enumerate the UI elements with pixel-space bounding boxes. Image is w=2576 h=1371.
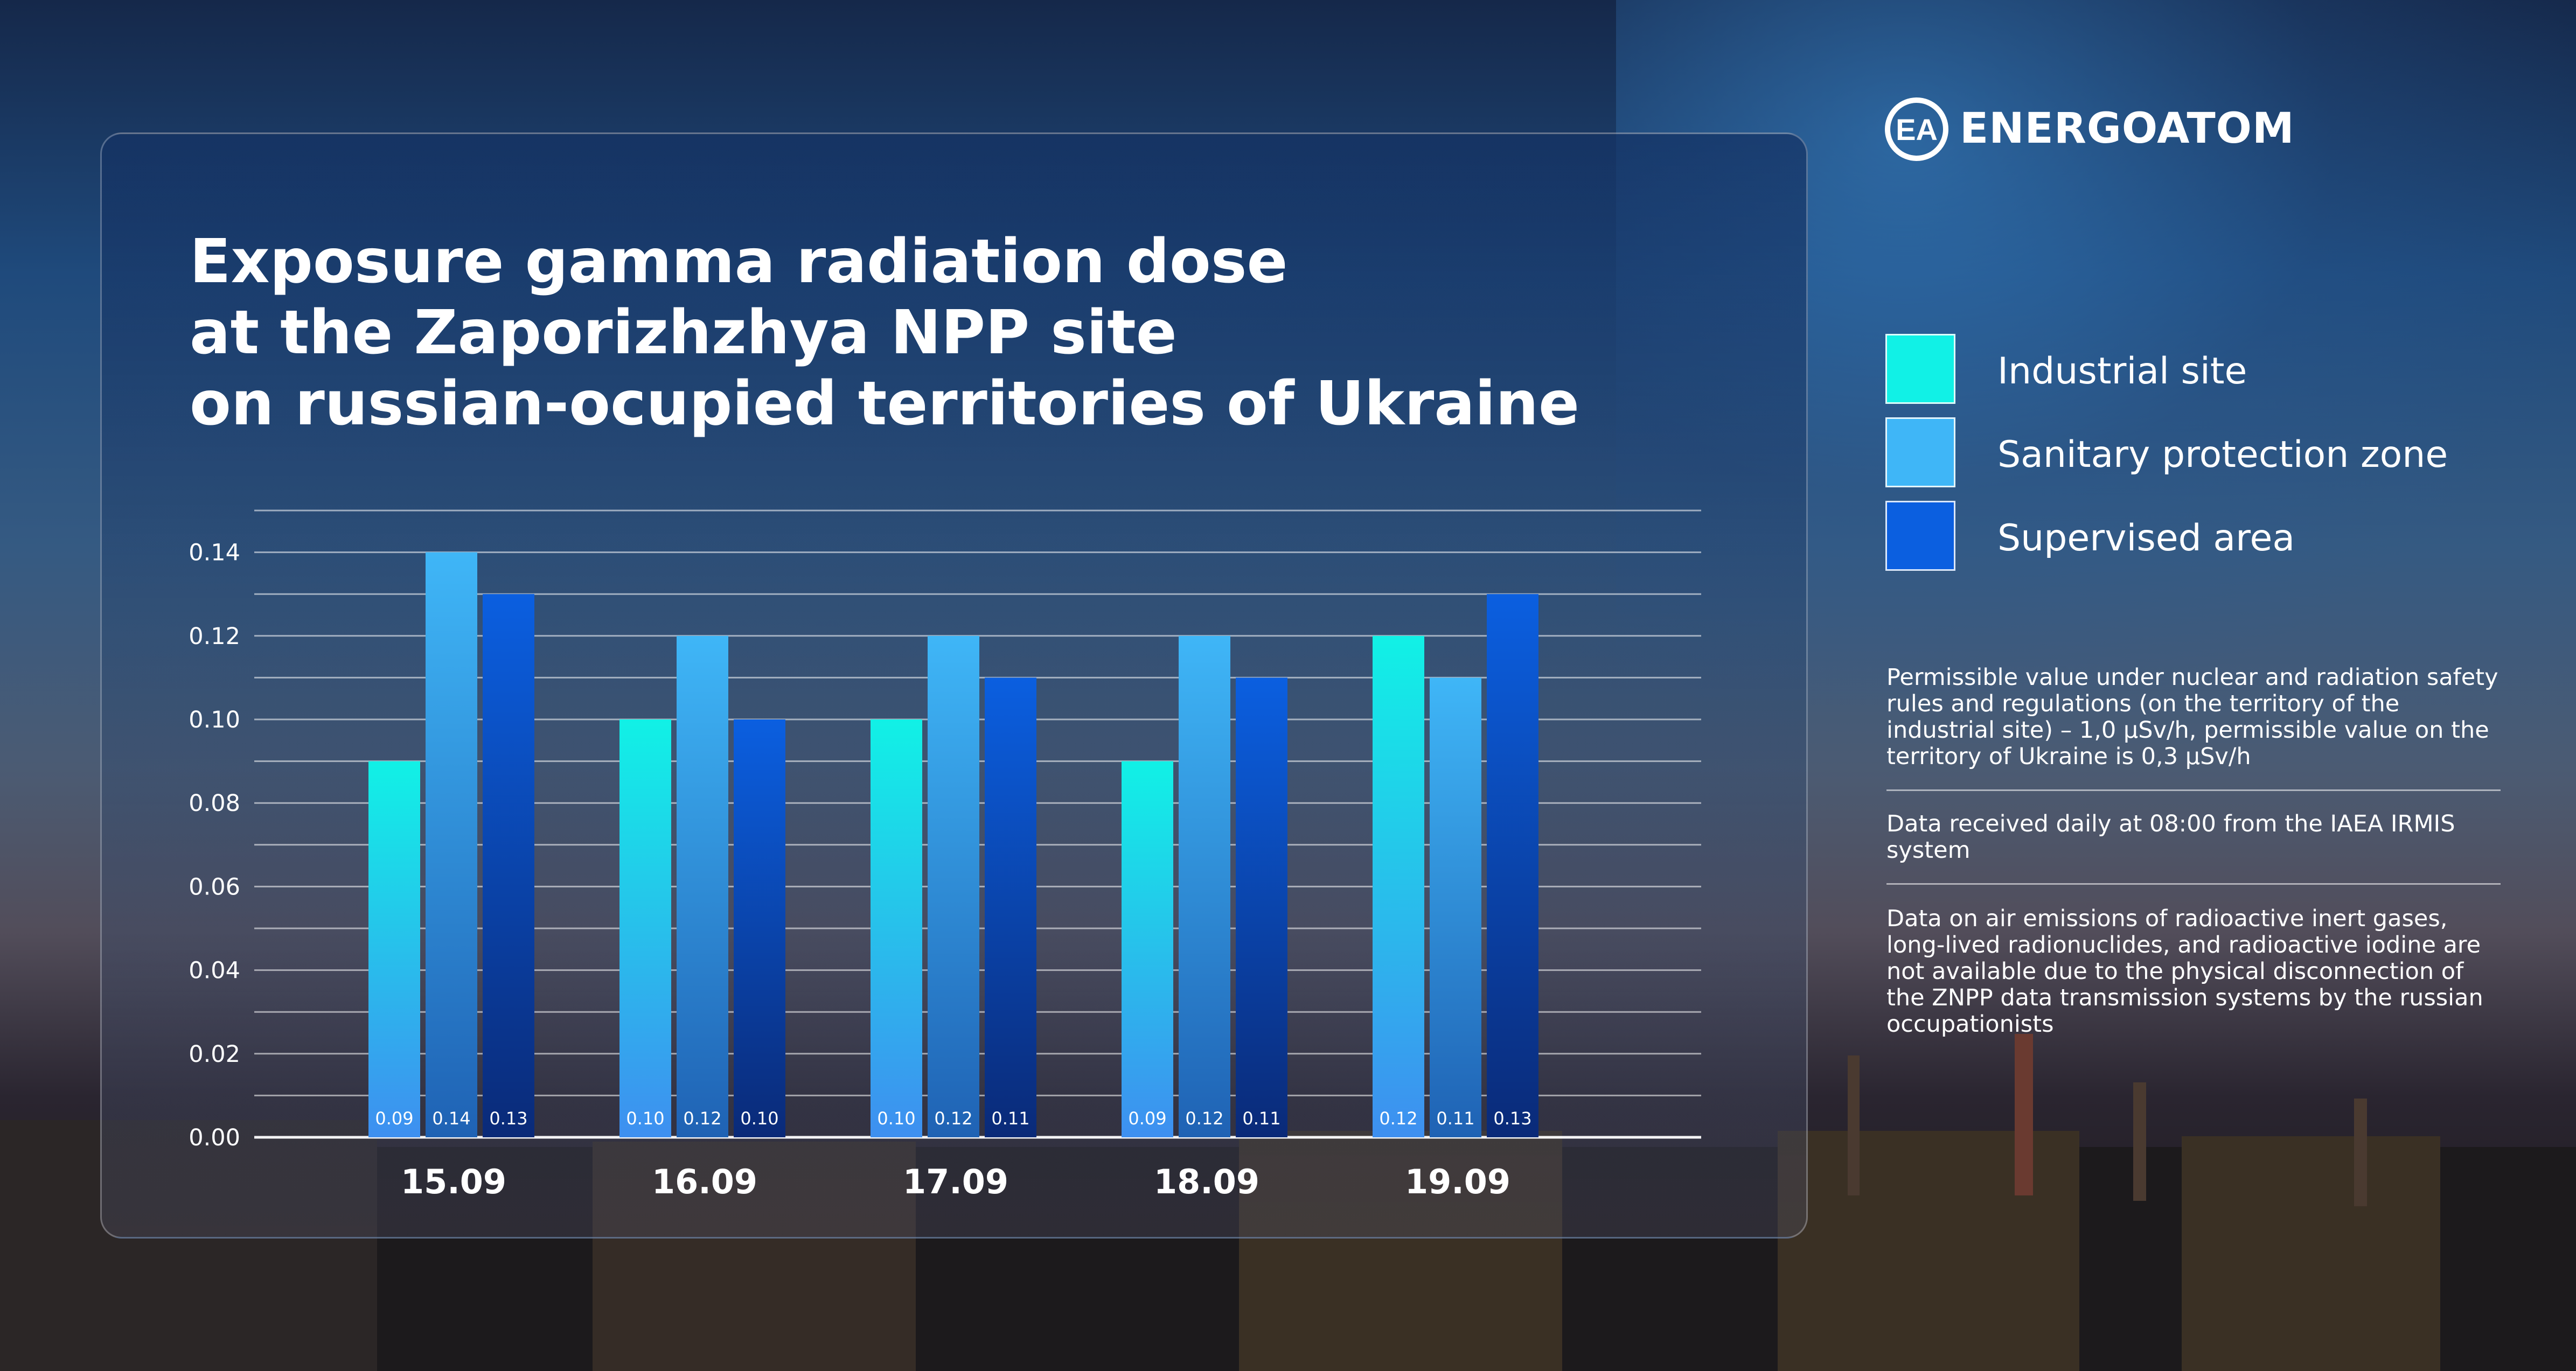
legend-label-supervised-area: Supervised area xyxy=(1997,517,2295,559)
bar xyxy=(677,635,728,1137)
y-tick-label: 0.08 xyxy=(189,790,240,817)
legend-item-supervised-area: Supervised area xyxy=(1885,501,2478,571)
bar xyxy=(619,719,671,1137)
bar-value-label: 0.11 xyxy=(1436,1108,1474,1129)
legend-swatch-supervised-area xyxy=(1885,501,1955,571)
note-emissions-unavailable: Data on air emissions of radioactive ine… xyxy=(1886,905,2483,1038)
bar xyxy=(871,719,922,1137)
energoatom-logo: EA ENERGOATOM xyxy=(1884,97,2326,167)
bar-value-label: 0.11 xyxy=(991,1108,1029,1129)
bar-value-label: 0.13 xyxy=(489,1108,527,1129)
y-tick-label: 0.02 xyxy=(189,1041,240,1068)
chart-title: Exposure gamma radiation dose at the Zap… xyxy=(190,226,1644,439)
bar xyxy=(1179,635,1230,1137)
logo-mark: EA xyxy=(1896,113,1938,146)
bar-value-label: 0.12 xyxy=(683,1108,721,1129)
bar xyxy=(928,635,979,1137)
x-tick-label: 17.09 xyxy=(903,1162,1008,1201)
bar xyxy=(1487,594,1538,1137)
x-tick-label: 16.09 xyxy=(652,1162,757,1201)
bar-value-label: 0.12 xyxy=(1379,1108,1417,1129)
bar xyxy=(483,594,534,1137)
note-data-source: Data received daily at 08:00 from the IA… xyxy=(1886,810,2455,864)
legend-swatch-sanitary-protection-zone xyxy=(1885,417,1955,487)
bar-value-label: 0.09 xyxy=(375,1108,413,1129)
bar-value-label: 0.13 xyxy=(1493,1108,1531,1129)
bar-value-label: 0.10 xyxy=(740,1108,778,1129)
y-tick-label: 0.06 xyxy=(189,873,240,900)
bar-value-label: 0.11 xyxy=(1242,1108,1280,1129)
bar-value-label: 0.10 xyxy=(626,1108,664,1129)
legend-item-sanitary-protection-zone: Sanitary protection zone xyxy=(1885,417,2478,487)
legend-label-sanitary-protection-zone: Sanitary protection zone xyxy=(1997,433,2448,476)
bar xyxy=(734,719,785,1137)
bar xyxy=(1373,635,1424,1137)
note-divider xyxy=(1886,789,2501,791)
bar-value-label: 0.09 xyxy=(1128,1108,1166,1129)
chart-title-line-3: on russian-ocupied territories of Ukrain… xyxy=(190,369,1579,439)
x-tick-label: 19.09 xyxy=(1405,1162,1510,1201)
y-tick-label: 0.04 xyxy=(189,957,240,984)
note-permissible-value: Permissible value under nuclear and radi… xyxy=(1886,664,2498,770)
legend-item-industrial-site: Industrial site xyxy=(1885,334,2478,404)
bar-value-label: 0.12 xyxy=(934,1108,972,1129)
bar-value-label: 0.14 xyxy=(432,1108,470,1129)
energoatom-logo-icon: EA xyxy=(1885,97,1948,161)
bar xyxy=(1236,677,1287,1137)
bar-value-label: 0.10 xyxy=(877,1108,915,1129)
bar xyxy=(426,552,477,1137)
x-tick-label: 18.09 xyxy=(1154,1162,1259,1201)
y-tick-label: 0.00 xyxy=(189,1124,240,1151)
y-tick-label: 0.14 xyxy=(189,540,240,566)
bar xyxy=(985,677,1036,1137)
bar xyxy=(1430,677,1481,1137)
note-divider xyxy=(1886,883,2501,885)
chart-title-line-2: at the Zaporizhzhya NPP site xyxy=(190,298,1177,368)
bar xyxy=(1122,761,1173,1137)
chart-title-line-1: Exposure gamma radiation dose xyxy=(190,227,1288,297)
legend-label-industrial-site: Industrial site xyxy=(1997,350,2247,393)
legend-swatch-industrial-site xyxy=(1885,334,1955,404)
bar-value-label: 0.12 xyxy=(1185,1108,1223,1129)
bar xyxy=(368,761,420,1137)
x-tick-label: 15.09 xyxy=(401,1162,506,1201)
y-tick-label: 0.12 xyxy=(189,623,240,650)
y-tick-label: 0.10 xyxy=(189,707,240,733)
logo-text: ENERGOATOM xyxy=(1960,104,2295,153)
